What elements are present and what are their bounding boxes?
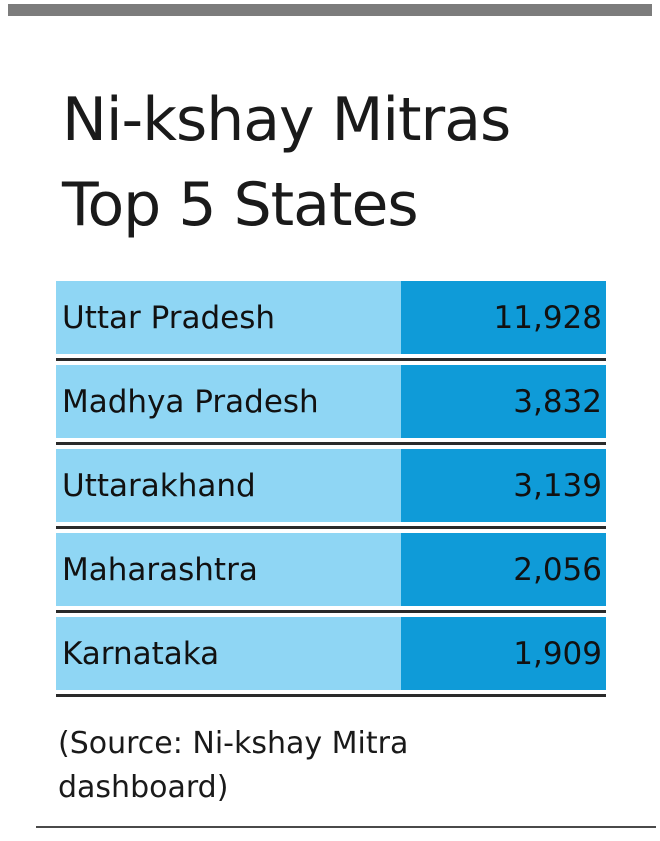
table-row: Maharashtra 2,056 <box>56 533 606 606</box>
top-rule <box>8 4 652 16</box>
mitra-count-cell: 1,909 <box>401 617 606 690</box>
row-divider <box>56 526 606 529</box>
row-divider <box>56 442 606 445</box>
mitra-count-cell: 3,139 <box>401 449 606 522</box>
table-row: Madhya Pradesh 3,832 <box>56 365 606 438</box>
state-name-cell: Uttar Pradesh <box>56 281 401 354</box>
row-divider <box>56 358 606 361</box>
source-note: (Source: Ni-kshay Mitra dashboard) <box>58 722 578 810</box>
state-name-cell: Karnataka <box>56 617 401 690</box>
mitra-count-cell: 2,056 <box>401 533 606 606</box>
mitra-count-cell: 11,928 <box>401 281 606 354</box>
state-name-cell: Madhya Pradesh <box>56 365 401 438</box>
mitra-count-cell: 3,832 <box>401 365 606 438</box>
source-line-2: dashboard) <box>58 770 229 805</box>
chart-title: Ni-kshay Mitras Top 5 States <box>62 78 511 248</box>
table-row: Uttar Pradesh 11,928 <box>56 281 606 354</box>
title-line-2: Top 5 States <box>62 170 419 240</box>
table-row: Uttarakhand 3,139 <box>56 449 606 522</box>
row-divider <box>56 610 606 613</box>
state-name-cell: Maharashtra <box>56 533 401 606</box>
bottom-rule <box>36 826 656 828</box>
source-line-1: (Source: Ni-kshay Mitra <box>58 726 409 761</box>
row-divider <box>56 694 606 697</box>
table-row: Karnataka 1,909 <box>56 617 606 690</box>
title-line-1: Ni-kshay Mitras <box>62 85 511 155</box>
state-name-cell: Uttarakhand <box>56 449 401 522</box>
